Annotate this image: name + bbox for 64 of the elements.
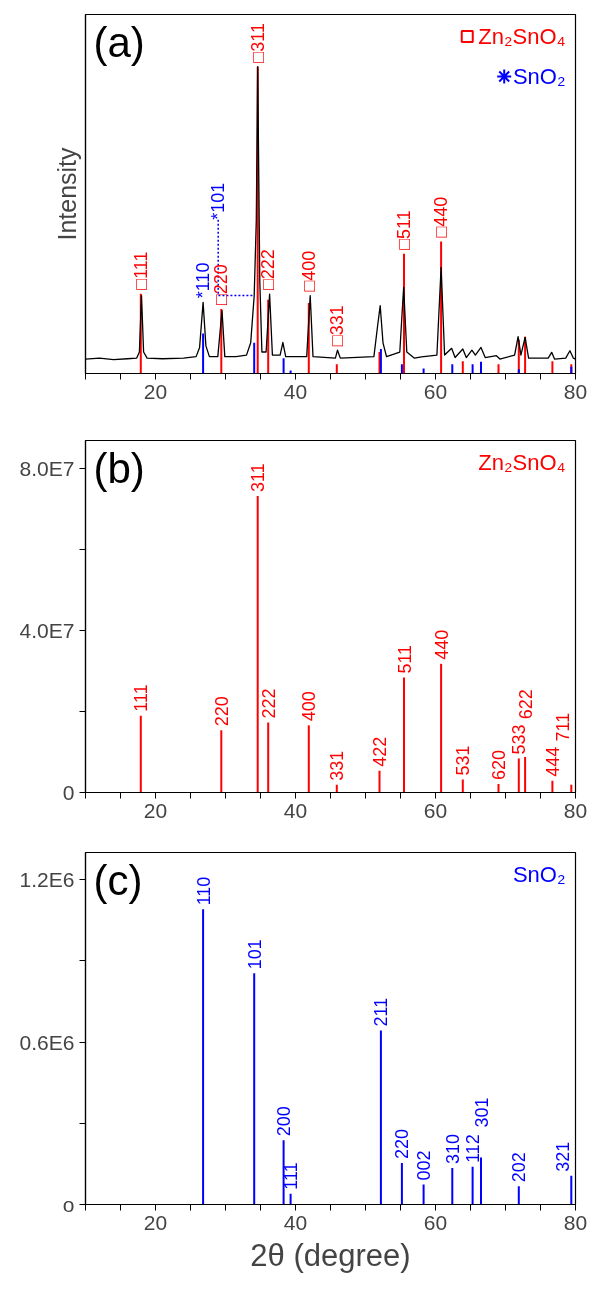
annotation: 222 xyxy=(258,688,279,719)
annotation: □400 xyxy=(298,250,319,292)
annotation: 211 xyxy=(371,997,392,1027)
annotation: 101 xyxy=(244,939,265,970)
annotation: *101 xyxy=(208,182,229,220)
chart-title: (a) xyxy=(93,18,145,66)
annotation: 220 xyxy=(392,1129,413,1160)
x-tick-label: 80 xyxy=(563,798,588,822)
annotation: 301 xyxy=(471,1097,492,1128)
text: SnO₂ xyxy=(512,862,566,887)
y-axis-title: Intensity xyxy=(52,146,81,241)
annotation: 200 xyxy=(274,1106,295,1137)
annotation: 220 xyxy=(211,696,232,727)
y-tick-label: 0 xyxy=(62,781,75,804)
y-tick-label: 1.2E6 xyxy=(19,868,75,892)
x-axis-title: 2θ (degree) xyxy=(250,1237,411,1273)
x-tick-label: 80 xyxy=(563,1210,588,1234)
annotation: 533 xyxy=(509,724,530,755)
annotation: 111 xyxy=(281,1162,302,1190)
x-tick-label: 40 xyxy=(283,798,308,822)
annotation: 711 xyxy=(552,712,573,742)
x-tick-label: 40 xyxy=(283,1210,308,1234)
annotation: 110 xyxy=(193,876,214,906)
y-tick-label: 0.6E6 xyxy=(19,1030,75,1054)
annotation: 321 xyxy=(552,1141,573,1172)
annotation: 331 xyxy=(327,750,348,781)
x-tick-label: 60 xyxy=(423,1210,448,1234)
x-tick-label: 20 xyxy=(143,379,168,403)
y-tick-label: 8.0E7 xyxy=(19,457,75,481)
x-tick-label: 40 xyxy=(283,379,308,403)
y-tick-label: 4.0E7 xyxy=(19,619,75,643)
annotation: 311 xyxy=(248,463,269,492)
annotation: □222 xyxy=(258,249,279,291)
chart-title: (c) xyxy=(93,856,143,904)
text: Zn₂SnO₄ xyxy=(478,450,566,475)
annotation: □331 xyxy=(326,305,347,347)
annotation: 511 xyxy=(394,644,415,674)
annotation: 440 xyxy=(431,629,452,660)
annotation: □511 xyxy=(394,210,414,250)
x-tick-label: 60 xyxy=(423,379,448,403)
y-tick-label: o xyxy=(62,1193,75,1216)
legend-label: SnO₂ xyxy=(512,64,566,89)
x-tick-label: 20 xyxy=(143,798,168,822)
annotation: *110 xyxy=(193,262,214,299)
x-tick-label: 80 xyxy=(563,379,588,403)
annotation: 531 xyxy=(453,745,474,776)
annotation: □311 xyxy=(247,23,268,63)
legend-label: Zn₂SnO₄ xyxy=(478,24,566,49)
annotation: 202 xyxy=(509,1152,530,1183)
annotation: 400 xyxy=(299,691,320,722)
annotation: □111 xyxy=(130,251,151,290)
annotation: 422 xyxy=(370,736,390,767)
annotation: 111 xyxy=(131,684,152,712)
x-tick-label: 60 xyxy=(423,798,448,822)
annotation: □220 xyxy=(211,264,232,306)
annotation: 622 xyxy=(515,689,536,720)
annotation: 002 xyxy=(414,1150,435,1181)
annotation: □440 xyxy=(431,196,452,238)
annotation: 310 xyxy=(442,1133,463,1164)
chart-title: (b) xyxy=(93,444,145,492)
x-tick-label: 20 xyxy=(143,1210,168,1234)
annotation: 112 xyxy=(463,1134,484,1163)
annotation: 620 xyxy=(489,749,509,780)
annotation: 444 xyxy=(542,746,563,777)
